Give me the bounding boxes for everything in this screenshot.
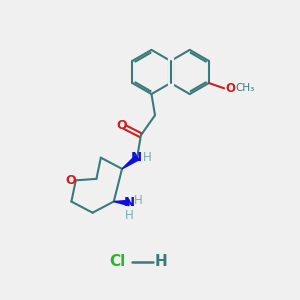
Text: O: O xyxy=(116,119,127,132)
Text: CH₃: CH₃ xyxy=(235,83,255,93)
Text: O: O xyxy=(65,174,76,187)
Text: H: H xyxy=(155,254,168,269)
Text: N: N xyxy=(124,196,135,209)
Text: H: H xyxy=(134,194,143,207)
Text: N: N xyxy=(131,152,142,164)
Text: H: H xyxy=(125,209,134,222)
Text: Cl: Cl xyxy=(110,254,126,269)
Polygon shape xyxy=(114,200,129,206)
Text: O: O xyxy=(225,82,235,94)
Polygon shape xyxy=(122,156,138,169)
Text: H: H xyxy=(142,151,151,164)
